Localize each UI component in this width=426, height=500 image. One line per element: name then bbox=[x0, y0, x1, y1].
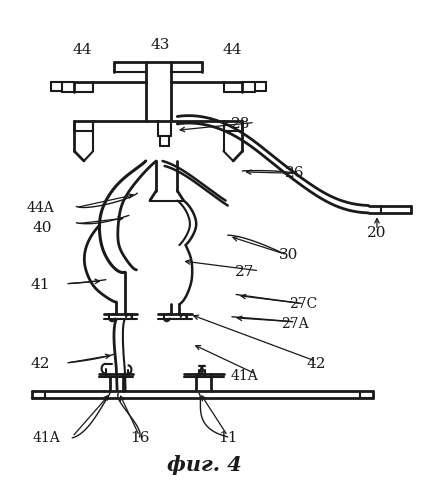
Text: 11: 11 bbox=[218, 431, 237, 445]
Text: 43: 43 bbox=[151, 38, 170, 52]
Text: 42: 42 bbox=[31, 356, 50, 370]
Text: 20: 20 bbox=[367, 226, 387, 239]
Text: 28: 28 bbox=[230, 117, 250, 131]
Text: 44A: 44A bbox=[27, 201, 55, 215]
Text: 27: 27 bbox=[235, 265, 254, 279]
Text: 44: 44 bbox=[73, 43, 92, 57]
Text: 41: 41 bbox=[31, 278, 50, 291]
Text: 41A: 41A bbox=[230, 369, 259, 383]
Text: 26: 26 bbox=[285, 166, 305, 180]
Text: 41A: 41A bbox=[33, 431, 61, 445]
Text: 44: 44 bbox=[222, 43, 242, 57]
Text: 30: 30 bbox=[279, 248, 298, 262]
Text: 27A: 27A bbox=[281, 317, 309, 331]
Text: 16: 16 bbox=[130, 431, 149, 445]
Text: фиг. 4: фиг. 4 bbox=[167, 455, 242, 475]
Text: 42: 42 bbox=[306, 356, 326, 370]
Text: 40: 40 bbox=[33, 221, 52, 235]
Text: 27C: 27C bbox=[289, 298, 317, 312]
